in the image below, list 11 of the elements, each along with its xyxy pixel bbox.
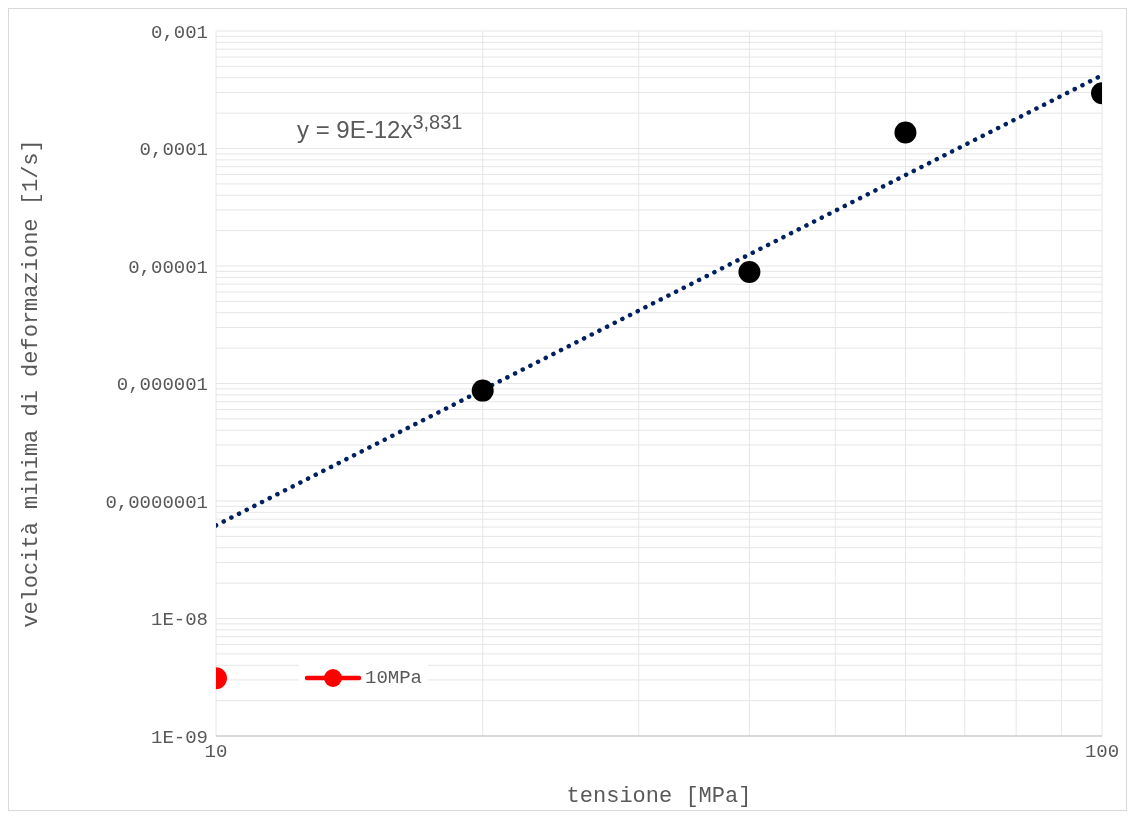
y-axis-title: velocità minima di deformazione [1/s] — [18, 139, 44, 628]
y-tick-label: 0,000001 — [116, 374, 208, 397]
x-axis-title: tensione [MPa] — [566, 784, 752, 809]
y-tick-label: 0,0000001 — [105, 491, 208, 514]
legend-label: 10MPa — [365, 667, 423, 689]
y-tick-label: 0,001 — [150, 21, 208, 44]
annotation: y = 9E-12x$^{3,831}$ — [297, 111, 463, 144]
y-tick-label: 0,0001 — [139, 139, 208, 162]
x-tick-label: 100 — [1084, 741, 1120, 764]
y-tick-label: 0,00001 — [128, 256, 208, 279]
y-tick-label: 1E-08 — [150, 609, 208, 632]
